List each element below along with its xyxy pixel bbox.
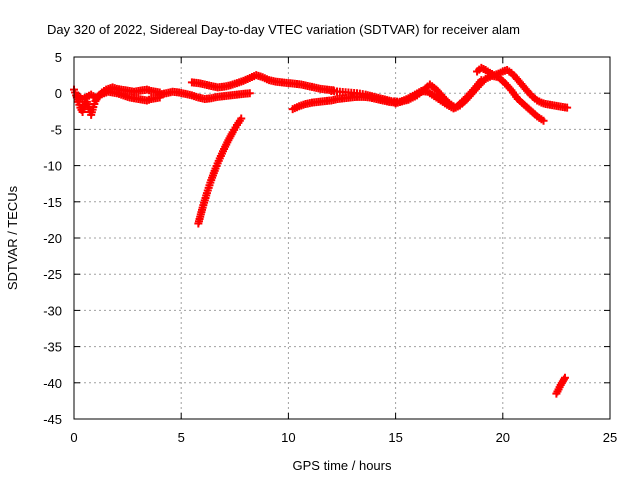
plot-frame (73, 56, 611, 420)
y-tick-label: -25 (43, 267, 62, 282)
data-point (539, 116, 548, 125)
y-tick-label: 5 (55, 50, 62, 65)
grid (74, 57, 610, 419)
x-tick-label: 25 (603, 430, 617, 445)
x-tick-label: 20 (496, 430, 510, 445)
series-arc-3 (155, 87, 254, 103)
y-tick-label: -40 (43, 376, 62, 391)
x-axis-label: GPS time / hours (293, 458, 392, 473)
y-tick-label: -5 (50, 122, 62, 137)
data-points (70, 63, 572, 398)
y-tick-label: -30 (43, 303, 62, 318)
data-point (563, 103, 572, 112)
chart-title: Day 320 of 2022, Sidereal Day-to-day VTE… (47, 22, 520, 37)
data-point (245, 89, 254, 98)
data-point (237, 114, 246, 123)
data-point (560, 373, 569, 382)
series-arc-9 (473, 63, 572, 112)
x-tick-label: 5 (178, 430, 185, 445)
series-arc-10 (552, 373, 569, 398)
y-tick-label: -15 (43, 195, 62, 210)
y-tick-label: -20 (43, 231, 62, 246)
y-tick-label: -10 (43, 159, 62, 174)
series-arc-4 (187, 71, 338, 95)
x-tick-label: 10 (281, 430, 295, 445)
x-tick-label: 0 (70, 430, 77, 445)
y-tick-label: 0 (55, 86, 62, 101)
series-arc-5 (194, 114, 246, 228)
y-tick-label: -35 (43, 340, 62, 355)
x-tick-label: 15 (388, 430, 402, 445)
y-tick-label: -45 (43, 412, 62, 427)
y-axis-label: SDTVAR / TECUs (5, 185, 20, 290)
